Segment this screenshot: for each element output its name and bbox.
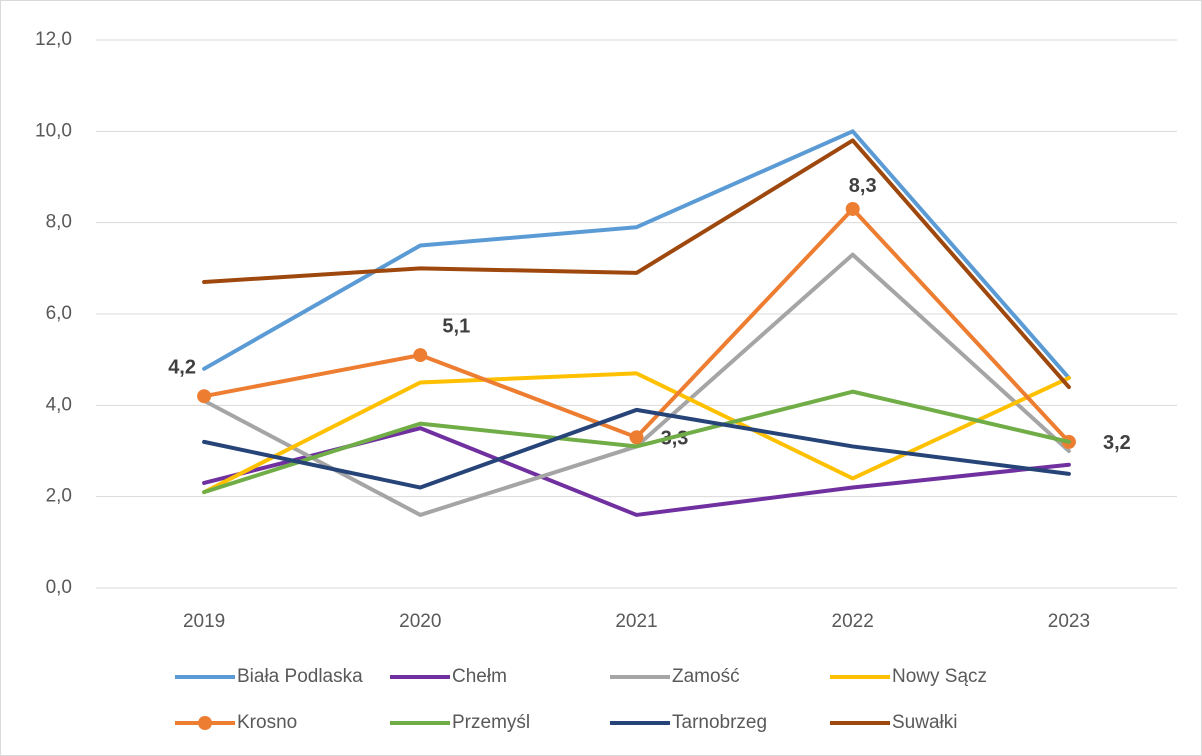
y-tick-label: 8,0 <box>46 212 72 233</box>
data-label: 8,3 <box>849 175 877 197</box>
series-line <box>202 371 1071 495</box>
legend-label: Krosno <box>237 712 297 733</box>
y-tick-label: 2,0 <box>46 486 72 507</box>
marker <box>413 348 428 363</box>
legend-label: Tarnobrzeg <box>672 712 767 733</box>
legend-label: Nowy Sącz <box>892 666 987 687</box>
x-tick-label: 2023 <box>1048 611 1090 632</box>
legend-label: Suwałki <box>892 712 957 733</box>
legend-label: Przemyśl <box>452 712 530 733</box>
data-label: 5,1 <box>442 315 470 337</box>
marker <box>845 201 860 216</box>
x-tick-label: 2021 <box>615 611 657 632</box>
y-tick-label: 12,0 <box>35 29 72 50</box>
marker <box>629 430 644 445</box>
legend-marker <box>198 716 212 730</box>
series-line <box>202 129 1071 380</box>
data-label: 4,2 <box>168 356 196 378</box>
legend-label: Chełm <box>452 666 507 687</box>
series-line <box>202 138 1071 390</box>
y-tick-label: 6,0 <box>46 303 72 324</box>
y-tick-label: 0,0 <box>46 577 72 598</box>
x-tick-label: 2022 <box>832 611 874 632</box>
legend-label: Biała Podlaska <box>237 666 363 687</box>
y-tick-label: 10,0 <box>35 120 72 141</box>
legend-label: Zamość <box>672 666 740 687</box>
series-line <box>202 407 1071 490</box>
marker <box>197 389 212 404</box>
x-tick-label: 2020 <box>399 611 441 632</box>
x-tick-label: 2019 <box>183 611 225 632</box>
series-line <box>202 389 1071 495</box>
data-label: 3,2 <box>1103 432 1131 454</box>
y-tick-label: 4,0 <box>46 394 72 415</box>
